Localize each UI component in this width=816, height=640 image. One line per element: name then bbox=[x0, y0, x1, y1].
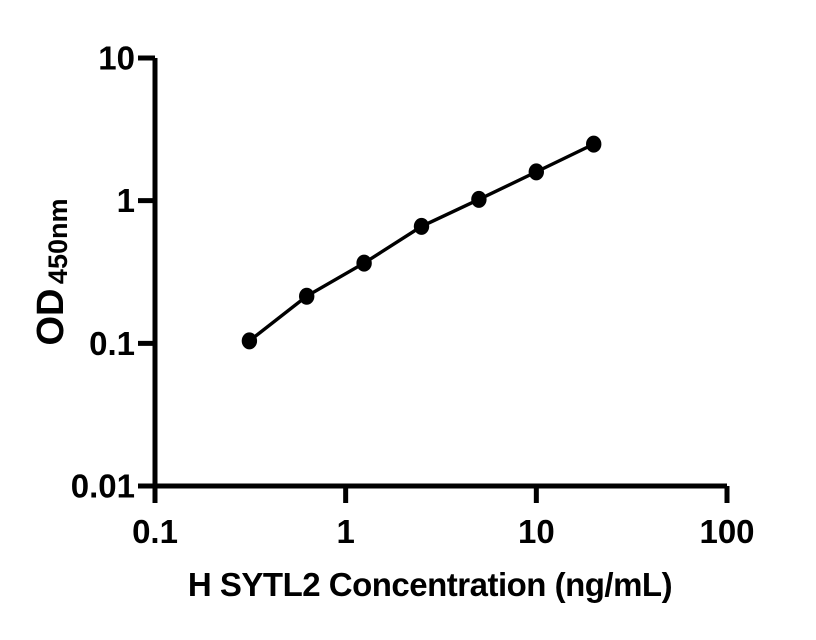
x-axis-title: H SYTL2 Concentration (ng/mL) bbox=[188, 566, 672, 603]
y-axis-title: OD 450nm bbox=[30, 198, 73, 345]
y-tick-label: 0.1 bbox=[89, 325, 135, 362]
y-axis-title-subscript: 450nm bbox=[43, 198, 73, 284]
data-point-marker bbox=[413, 217, 430, 235]
y-axis-title-main: OD bbox=[30, 289, 72, 346]
axes bbox=[152, 58, 727, 489]
data-point-marker bbox=[299, 287, 315, 305]
x-tick-label: 1 bbox=[336, 513, 354, 550]
y-tick-label: 1 bbox=[117, 182, 135, 219]
data-point-marker bbox=[471, 190, 487, 208]
data-point-marker bbox=[356, 254, 372, 272]
data-point-marker bbox=[528, 163, 544, 181]
y-tick-label: 10 bbox=[98, 40, 135, 77]
data-point-marker bbox=[241, 332, 258, 350]
x-tick-label: 0.1 bbox=[132, 513, 178, 550]
x-tick-label: 100 bbox=[699, 513, 754, 550]
axis-ticks bbox=[138, 55, 730, 503]
axis-tick-labels: 0.1 1 10 100 0.01 0.1 1 10 bbox=[71, 40, 755, 550]
x-tick-label: 10 bbox=[518, 513, 555, 550]
data-series bbox=[241, 135, 602, 350]
axis-frame bbox=[152, 58, 727, 489]
y-tick-label: 0.01 bbox=[71, 468, 135, 505]
data-point-marker bbox=[586, 135, 602, 153]
